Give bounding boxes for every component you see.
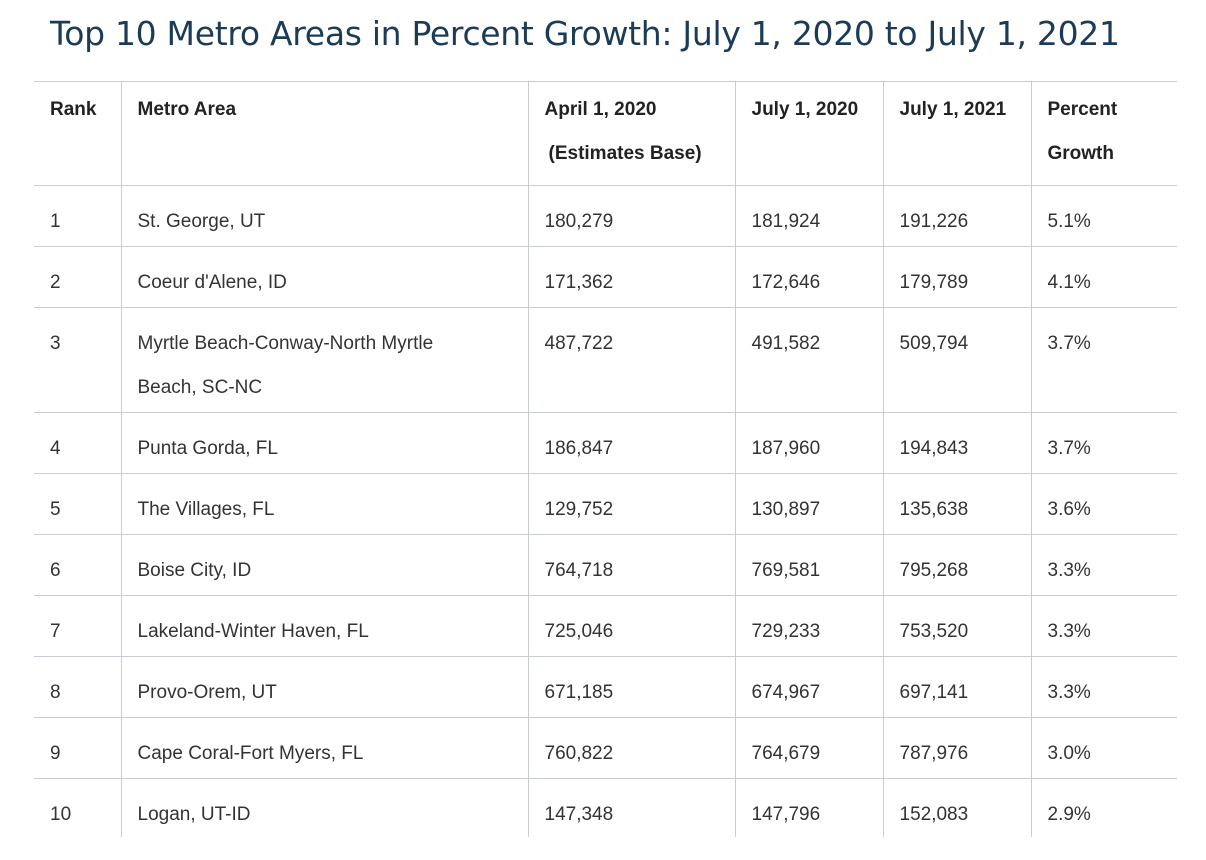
cell-metro-area-line1: Myrtle Beach-Conway-North Myrtle [137, 333, 434, 354]
cell-july-2020: 147,796 [734, 778, 883, 837]
cell-metro-area: Myrtle Beach-Conway-North Myrtle Beach, … [120, 307, 528, 413]
cell-metro-area: Coeur d'Alene, ID [120, 246, 528, 308]
header-rank: Rank [34, 81, 121, 186]
cell-april-2020: 671,185 [527, 656, 735, 718]
cell-july-2020: 764,679 [734, 717, 883, 779]
cell-july-2021: 787,976 [882, 717, 1031, 779]
cell-rank: 3 [34, 307, 121, 413]
cell-april-2020: 180,279 [527, 185, 735, 247]
cell-percent-growth: 4.1% [1030, 246, 1177, 308]
cell-july-2021: 509,794 [882, 307, 1031, 413]
cell-july-2020: 130,897 [734, 473, 883, 535]
cell-july-2021: 179,789 [882, 246, 1031, 308]
cell-rank: 8 [34, 656, 121, 718]
cell-percent-growth: 3.3% [1030, 534, 1177, 596]
cell-rank: 4 [34, 412, 121, 474]
cell-metro-area: Provo-Orem, UT [120, 656, 528, 718]
cell-july-2021: 191,226 [882, 185, 1031, 247]
header-april-2020-line1: April 1, 2020 [544, 99, 657, 120]
cell-april-2020: 147,348 [527, 778, 735, 837]
cell-rank: 1 [34, 185, 121, 247]
cell-july-2021: 753,520 [882, 595, 1031, 657]
header-metro-area: Metro Area [120, 81, 528, 186]
cell-metro-area-line2: Beach, SC-NC [137, 377, 263, 398]
metro-growth-table: Rank Metro Area April 1, 2020 (Estimates… [34, 81, 1177, 837]
header-percent-growth-line1: Percent [1047, 99, 1118, 120]
cell-july-2021: 697,141 [882, 656, 1031, 718]
header-row: Rank Metro Area April 1, 2020 (Estimates… [34, 81, 1177, 186]
cell-percent-growth: 3.7% [1030, 307, 1177, 413]
cell-april-2020: 186,847 [527, 412, 735, 474]
cell-metro-area: Punta Gorda, FL [120, 412, 528, 474]
cell-rank: 7 [34, 595, 121, 657]
page-title: Top 10 Metro Areas in Percent Growth: Ju… [50, 14, 1120, 53]
header-april-2020: April 1, 2020 (Estimates Base) [527, 81, 735, 186]
cell-metro-area: The Villages, FL [120, 473, 528, 535]
cell-percent-growth: 5.1% [1030, 185, 1177, 247]
table-row: 3 Myrtle Beach-Conway-North Myrtle Beach… [34, 307, 1177, 413]
cell-july-2020: 729,233 [734, 595, 883, 657]
cell-july-2020: 172,646 [734, 246, 883, 308]
cell-july-2020: 769,581 [734, 534, 883, 596]
cell-percent-growth: 3.6% [1030, 473, 1177, 535]
cell-rank: 10 [34, 778, 121, 837]
cell-april-2020: 487,722 [527, 307, 735, 413]
cell-metro-area: Cape Coral-Fort Myers, FL [120, 717, 528, 779]
cell-april-2020: 129,752 [527, 473, 735, 535]
cell-rank: 5 [34, 473, 121, 535]
cell-april-2020: 171,362 [527, 246, 735, 308]
table-body: 1 St. George, UT 180,279 181,924 191,226… [34, 185, 1177, 837]
header-july-2020: July 1, 2020 [734, 81, 883, 186]
table-row: 5 The Villages, FL 129,752 130,897 135,6… [34, 473, 1177, 535]
cell-rank: 6 [34, 534, 121, 596]
cell-july-2021: 152,083 [882, 778, 1031, 837]
table-row: 9 Cape Coral-Fort Myers, FL 760,822 764,… [34, 717, 1177, 779]
table-header: Rank Metro Area April 1, 2020 (Estimates… [34, 81, 1177, 186]
header-july-2021: July 1, 2021 [882, 81, 1031, 186]
cell-april-2020: 760,822 [527, 717, 735, 779]
header-percent-growth-line2: Growth [1047, 143, 1115, 164]
cell-metro-area: St. George, UT [120, 185, 528, 247]
cell-rank: 2 [34, 246, 121, 308]
table-row: 10 Logan, UT-ID 147,348 147,796 152,083 … [34, 778, 1177, 837]
cell-metro-area: Lakeland-Winter Haven, FL [120, 595, 528, 657]
cell-july-2020: 674,967 [734, 656, 883, 718]
header-april-2020-line2: (Estimates Base) [548, 143, 702, 164]
cell-july-2021: 795,268 [882, 534, 1031, 596]
table-row: 8 Provo-Orem, UT 671,185 674,967 697,141… [34, 656, 1177, 718]
header-percent-growth: Percent Growth [1030, 81, 1177, 186]
table-row: 7 Lakeland-Winter Haven, FL 725,046 729,… [34, 595, 1177, 657]
cell-april-2020: 764,718 [527, 534, 735, 596]
cell-percent-growth: 3.7% [1030, 412, 1177, 474]
cell-july-2021: 194,843 [882, 412, 1031, 474]
cell-percent-growth: 3.3% [1030, 656, 1177, 718]
cell-july-2020: 187,960 [734, 412, 883, 474]
cell-percent-growth: 2.9% [1030, 778, 1177, 837]
cell-metro-area: Logan, UT-ID [120, 778, 528, 837]
cell-percent-growth: 3.3% [1030, 595, 1177, 657]
cell-july-2020: 491,582 [734, 307, 883, 413]
cell-july-2021: 135,638 [882, 473, 1031, 535]
cell-metro-area: Boise City, ID [120, 534, 528, 596]
table-row: 4 Punta Gorda, FL 186,847 187,960 194,84… [34, 412, 1177, 474]
cell-april-2020: 725,046 [527, 595, 735, 657]
cell-rank: 9 [34, 717, 121, 779]
table-row: 1 St. George, UT 180,279 181,924 191,226… [34, 185, 1177, 247]
table-row: 6 Boise City, ID 764,718 769,581 795,268… [34, 534, 1177, 596]
cell-july-2020: 181,924 [734, 185, 883, 247]
table-row: 2 Coeur d'Alene, ID 171,362 172,646 179,… [34, 246, 1177, 308]
cell-percent-growth: 3.0% [1030, 717, 1177, 779]
